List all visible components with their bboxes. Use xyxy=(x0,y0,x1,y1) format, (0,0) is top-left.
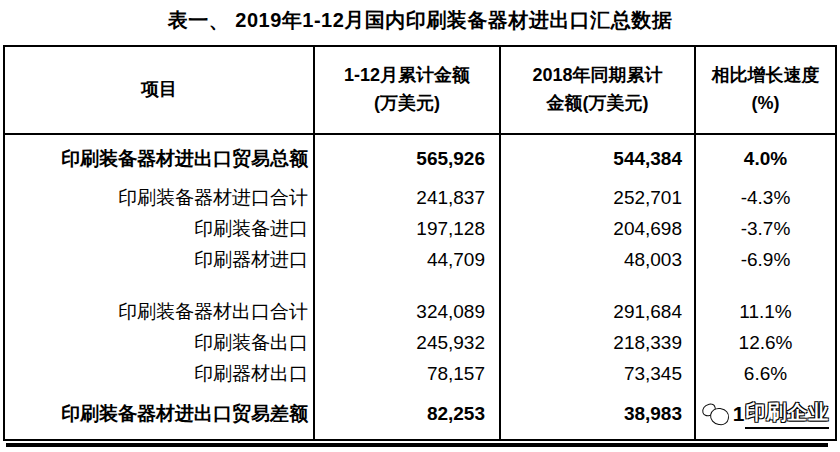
col-header-2019-line2: (万美元) xyxy=(374,93,440,113)
row-label: 印刷装备器材出口合计 xyxy=(4,296,314,327)
table-row-trade-balance: 印刷装备器材进出口贸易差额 82,253 38,983 1 印刷企业 xyxy=(4,389,836,440)
amount-2018: 252,701 xyxy=(500,182,695,213)
col-header-2018: 2018年同期累计 金额(万美元) xyxy=(500,46,695,134)
amount-2018: 73,345 xyxy=(500,358,695,389)
growth-rate: 11.1% xyxy=(695,296,836,327)
row-label: 印刷装备出口 xyxy=(4,327,314,358)
col-header-growth: 相比增长速度 (%) xyxy=(695,46,836,134)
row-label: 印刷装备进口 xyxy=(4,213,314,244)
col-header-2019: 1-12月累计金额 (万美元) xyxy=(314,46,500,134)
col-header-growth-line2: (%) xyxy=(752,93,780,113)
col-header-item: 项目 xyxy=(4,46,314,134)
col-header-2018-line1: 2018年同期累计 xyxy=(532,65,662,85)
header-row: 项目 1-12月累计金额 (万美元) 2018年同期累计 金额(万美元) 相比增… xyxy=(4,46,836,134)
amount-2018: 204,698 xyxy=(500,213,695,244)
amount-2018: 291,684 xyxy=(500,296,695,327)
table-title: 表一、 2019年1-12月国内印刷装备器材进出口汇总数据 xyxy=(0,7,840,34)
row-label: 印刷装备器材进出口贸易差额 xyxy=(4,389,314,440)
table-screenshot: 表一、 2019年1-12月国内印刷装备器材进出口汇总数据 项目 1-12月累计… xyxy=(0,0,840,452)
growth-rate: -6.9% xyxy=(695,244,836,275)
amount-2018: 38,983 xyxy=(500,389,695,440)
table-row-trade-total: 印刷装备器材进出口贸易总额 565,926 544,384 4.0% xyxy=(4,134,836,182)
row-label: 印刷装备器材进出口贸易总额 xyxy=(4,134,314,182)
growth-rate: 6.6% xyxy=(695,358,836,389)
summary-table: 项目 1-12月累计金额 (万美元) 2018年同期累计 金额(万美元) 相比增… xyxy=(3,45,837,441)
col-header-2019-line1: 1-12月累计金额 xyxy=(344,65,470,85)
row-label: 印刷装备器材进口合计 xyxy=(4,182,314,213)
col-header-growth-line1: 相比增长速度 xyxy=(712,65,820,85)
watermark: 1 印刷企业 xyxy=(696,399,835,429)
watermark-logo-text: 印刷企业 xyxy=(745,399,829,429)
col-header-item-label: 项目 xyxy=(141,79,177,99)
amount-2019: 245,932 xyxy=(314,327,500,358)
amount-2019: 197,128 xyxy=(314,213,500,244)
row-label: 印刷器材出口 xyxy=(4,358,314,389)
spacer-row xyxy=(4,275,836,296)
bottom-thick-rule xyxy=(6,443,828,447)
amount-2018: 544,384 xyxy=(500,134,695,182)
amount-2019: 241,837 xyxy=(314,182,500,213)
amount-2019: 78,157 xyxy=(314,358,500,389)
col-header-2018-line2: 金额(万美元) xyxy=(547,93,649,113)
table-row-equipment-import: 印刷装备进口 197,128 204,698 -3.7% xyxy=(4,213,836,244)
table-row-materials-import: 印刷器材进口 44,709 48,003 -6.9% xyxy=(4,244,836,275)
table-row-export-total: 印刷装备器材出口合计 324,089 291,684 11.1% xyxy=(4,296,836,327)
amount-2018: 218,339 xyxy=(500,327,695,358)
growth-rate: 4.0% xyxy=(695,134,836,182)
growth-rate: -4.3% xyxy=(695,182,836,213)
growth-rate: 12.6% xyxy=(695,327,836,358)
amount-2019: 44,709 xyxy=(314,244,500,275)
amount-2019: 82,253 xyxy=(314,389,500,440)
amount-2019: 565,926 xyxy=(314,134,500,182)
table-row-import-total: 印刷装备器材进口合计 241,837 252,701 -4.3% xyxy=(4,182,836,213)
watermark-visible-digit: 1 xyxy=(733,402,745,426)
watermark-logo-icon xyxy=(702,402,732,426)
growth-rate: -3.7% xyxy=(695,213,836,244)
growth-cell-with-watermark: 1 印刷企业 xyxy=(695,389,836,440)
amount-2019: 324,089 xyxy=(314,296,500,327)
amount-2018: 48,003 xyxy=(500,244,695,275)
row-label: 印刷器材进口 xyxy=(4,244,314,275)
table-row-equipment-export: 印刷装备出口 245,932 218,339 12.6% xyxy=(4,327,836,358)
table-row-materials-export: 印刷器材出口 78,157 73,345 6.6% xyxy=(4,358,836,389)
